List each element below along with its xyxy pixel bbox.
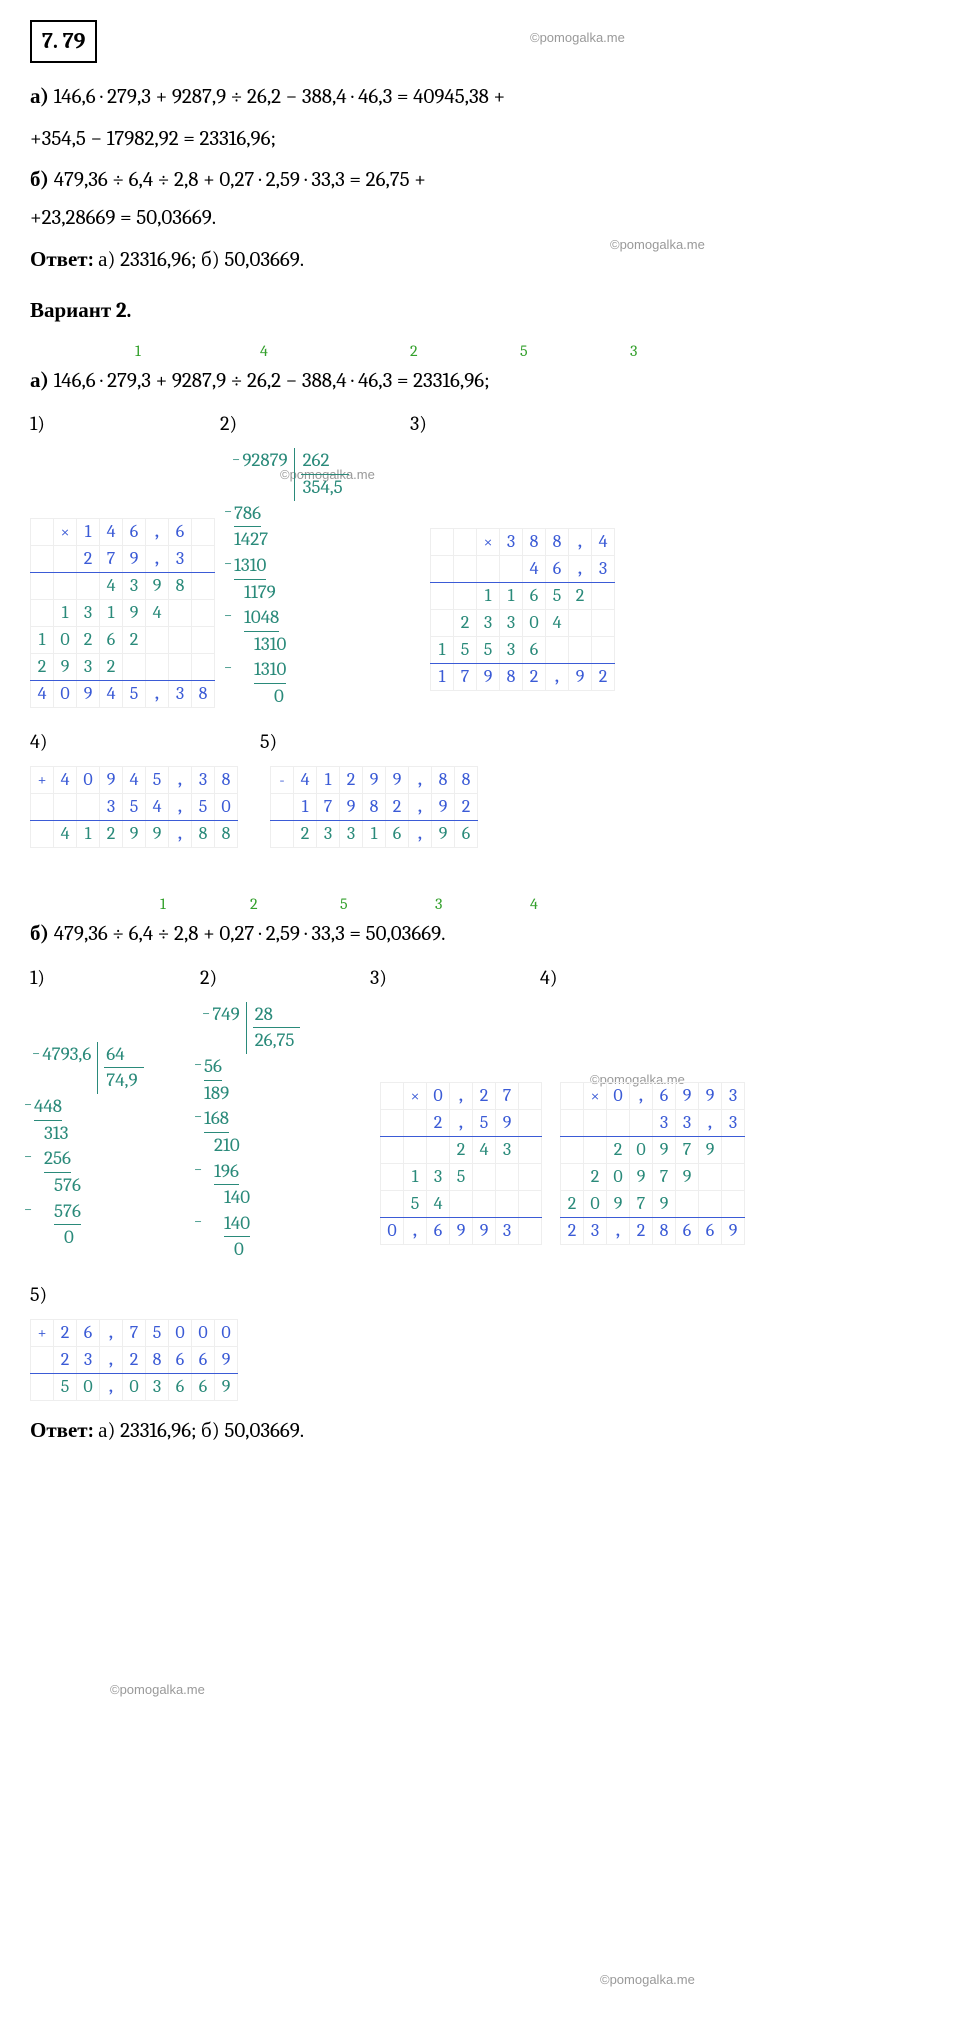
- step-label: 1): [30, 962, 200, 994]
- order-number: 2: [250, 892, 258, 918]
- v2a-expr-line: а) 146,6 · 279,3 + 9287,9 ÷ 26,2 − 388,4…: [30, 365, 930, 399]
- order-number: 3: [630, 339, 637, 365]
- step-label: 5): [30, 1279, 220, 1311]
- answer-label: Ответ:: [30, 248, 94, 272]
- grid-a5: -41299,8817982,9223316,96: [270, 766, 500, 848]
- longdiv-a2: −92879262354,5−7861427−13101179−10481310…: [230, 448, 420, 712]
- v2a-calc-row2: +40945,38354,5041299,88 -41299,8817982,9…: [30, 766, 930, 848]
- order-number: 4: [530, 892, 538, 918]
- order-number: 1: [160, 892, 166, 918]
- watermark: ©pomogalka.me: [600, 1970, 695, 1991]
- part-b-label: б): [30, 168, 49, 192]
- step-label: 3): [410, 408, 600, 440]
- v2a-step-labels-1: 1) 2) 3): [30, 408, 930, 440]
- v2b-label: б): [30, 922, 49, 946]
- part-a-line2: +354,5 − 17982,92 = 23316,96;: [30, 123, 930, 157]
- grid-a4: +40945,38354,5041299,88: [30, 766, 260, 848]
- grid-a3: ×388,446,311652233041553617982,92: [430, 528, 630, 691]
- v2a-order-row: 1 4 2 5 3: [30, 339, 930, 363]
- page: ©pomogalka.me 7. 79 а) 146,6 · 279,3 + 9…: [30, 20, 930, 1449]
- step-label: 2): [200, 962, 370, 994]
- longdiv-b1: −4793,66474,9−448313−256576−5760: [30, 1042, 190, 1253]
- v2a-step-labels-2: 4) 5): [30, 726, 930, 758]
- part-a-expr1: 146,6 · 279,3 + 9287,9 ÷ 26,2 − 388,4 · …: [54, 85, 505, 109]
- problem-number-box: 7. 79: [30, 20, 97, 63]
- v2b-calc-row1: −4793,66474,9−448313−256576−5760 −749282…: [30, 1002, 930, 1266]
- order-number: 2: [410, 339, 418, 365]
- grid-b5: +26,7500023,2866950,03669: [30, 1319, 260, 1401]
- v2b-expr: 479,36 ÷ 6,4 ÷ 2,8 + 0,27 · 2,59 · 33,3 …: [54, 922, 446, 946]
- step-label: 5): [260, 726, 450, 758]
- part-b-line2: +23,28669 = 50,03669.: [30, 202, 930, 236]
- grid-b4: ×0,699333,320979209792097923,28669: [560, 1082, 750, 1245]
- v2b-calc-row2: +26,7500023,2866950,03669: [30, 1319, 930, 1401]
- step-label: 4): [30, 726, 260, 758]
- order-number: 4: [260, 339, 268, 365]
- part-b-line1: б) 479,36 ÷ 6,4 ÷ 2,8 + 0,27 · 2,59 · 33…: [30, 164, 930, 198]
- v2b-expr-line: б) 479,36 ÷ 6,4 ÷ 2,8 + 0,27 · 2,59 · 33…: [30, 918, 930, 952]
- answer-label: Ответ:: [30, 1419, 94, 1443]
- step-label: 4): [540, 962, 710, 994]
- v2b-step-labels-2: 5): [30, 1279, 930, 1311]
- v2a-expr: 146,6 · 279,3 + 9287,9 ÷ 26,2 − 388,4 · …: [54, 369, 490, 393]
- order-number: 1: [135, 339, 141, 365]
- answer-text: а) 23316,96; б) 50,03669.: [98, 1419, 304, 1443]
- part-b-expr1: 479,36 ÷ 6,4 ÷ 2,8 + 0,27 · 2,59 · 33,3 …: [54, 168, 426, 192]
- step-label: 1): [30, 408, 220, 440]
- answer-line: Ответ: а) 23316,96; б) 50,03669.: [30, 244, 930, 278]
- part-a-line1: а) 146,6 · 279,3 + 9287,9 ÷ 26,2 − 388,4…: [30, 81, 930, 115]
- answer-text: а) 23316,96; б) 50,03669.: [98, 248, 304, 272]
- v2a-label: а): [30, 369, 49, 393]
- order-number: 5: [520, 339, 528, 365]
- watermark: ©pomogalka.me: [530, 28, 625, 49]
- variant-title: Вариант 2.: [30, 295, 930, 329]
- answer-line-2: Ответ: а) 23316,96; б) 50,03669.: [30, 1415, 930, 1449]
- part-a-label: а): [30, 85, 49, 109]
- v2a-calc-row1: ×146,6279,343981319410262293240945,38 −9…: [30, 448, 930, 712]
- step-label: 3): [370, 962, 540, 994]
- v2b-order-row: 1 2 5 3 4: [30, 892, 930, 916]
- v2b-step-labels-1: 1) 2) 3) 4): [30, 962, 930, 994]
- step-label: 2): [220, 408, 410, 440]
- grid-a1: ×146,6279,343981319410262293240945,38: [30, 518, 220, 708]
- watermark: ©pomogalka.me: [110, 1680, 205, 1701]
- grid-b3: ×0,272,59243135540,6993: [380, 1082, 550, 1245]
- order-number: 5: [340, 892, 348, 918]
- order-number: 3: [435, 892, 442, 918]
- longdiv-b2: −7492826,75−56189−168210−196140−1400: [200, 1002, 370, 1266]
